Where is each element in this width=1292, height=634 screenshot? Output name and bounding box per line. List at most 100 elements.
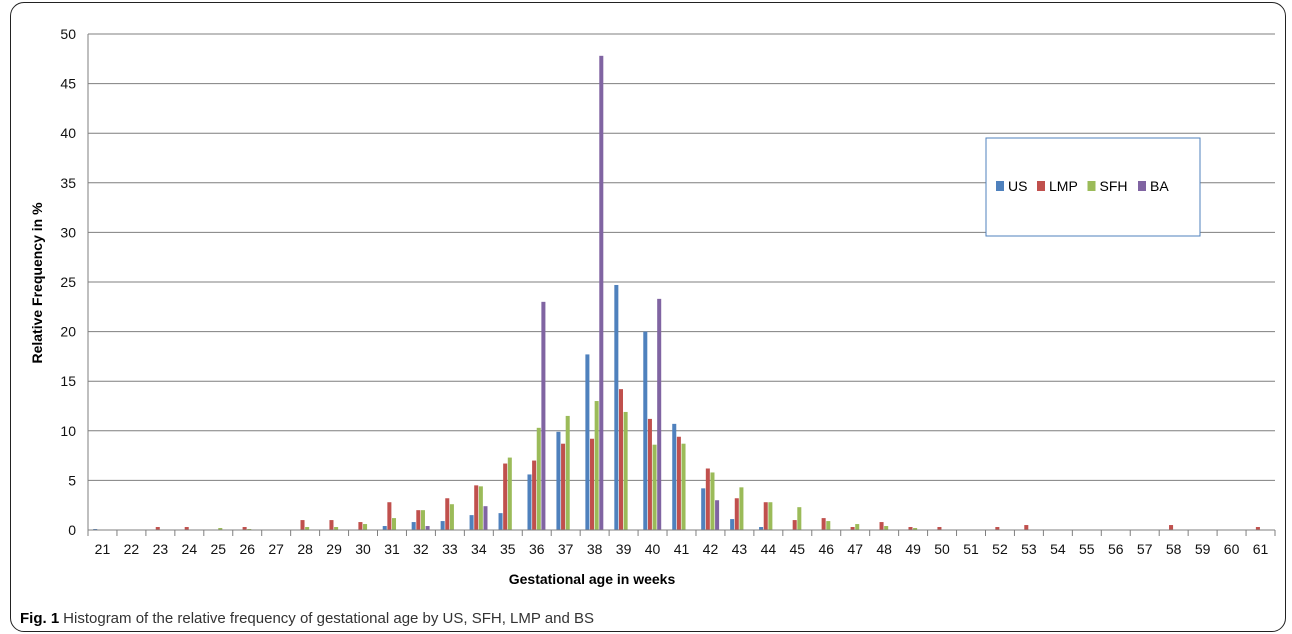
x-tick-label: 56 (1108, 541, 1124, 557)
legend-label-lmp: LMP (1049, 178, 1078, 194)
x-tick-label: 31 (384, 541, 400, 557)
legend-swatch-ba (1138, 181, 1146, 191)
bar-us-34 (469, 515, 474, 530)
bar-us-36 (527, 474, 532, 530)
x-tick-label: 37 (558, 541, 574, 557)
bar-lmp-32 (416, 510, 421, 530)
figure-caption: Fig. 1 Histogram of the relative frequenc… (20, 610, 594, 627)
bar-lmp-33 (445, 498, 450, 530)
x-tick-label: 60 (1224, 541, 1240, 557)
y-tick-label: 35 (60, 175, 76, 191)
x-tick-label: 43 (732, 541, 748, 557)
x-tick-label: 57 (1137, 541, 1153, 557)
legend-swatch-us (996, 181, 1004, 191)
axes (87, 34, 1276, 536)
bar-lmp-45 (792, 520, 797, 530)
bar-ba-42 (715, 500, 720, 530)
x-tick-label: 42 (703, 541, 719, 557)
bar-lmp-31 (387, 502, 392, 530)
legend-swatch-sfh (1087, 181, 1096, 191)
x-tick-label: 59 (1195, 541, 1211, 557)
bar-sfh-49 (913, 528, 918, 530)
x-tick-label: 30 (355, 541, 371, 557)
bar-lmp-28 (300, 520, 305, 530)
bar-sfh-46 (826, 521, 831, 530)
bar-lmp-36 (532, 460, 537, 530)
x-tick-label: 54 (1050, 541, 1066, 557)
x-tick-label: 40 (645, 541, 661, 557)
bar-sfh-32 (420, 510, 425, 530)
bar-lmp-40 (647, 418, 652, 530)
x-tick-labels: 21 22 23 24 25 26 27 28 29 30 31 32 33 34 35 36 37 38 39 40… (95, 541, 1269, 557)
bar-lmp-46 (821, 518, 826, 530)
bar-sfh-34 (478, 486, 483, 530)
bar-lmp-49 (908, 527, 913, 530)
bar-ba-40 (657, 298, 662, 530)
bar-sfh-45 (797, 507, 802, 530)
y-tick-label: 40 (60, 125, 76, 141)
bar-sfh-29 (334, 527, 339, 530)
x-tick-label: 28 (297, 541, 313, 557)
bar-lmp-38 (590, 438, 595, 530)
x-tick-label: 52 (992, 541, 1008, 557)
bar-us-33 (440, 521, 445, 530)
bar-sfh-47 (855, 524, 860, 530)
legend-label-us: US (1008, 178, 1027, 194)
bar-us-44 (759, 527, 764, 530)
bar-lmp-50 (937, 527, 942, 530)
bar-us-32 (411, 522, 416, 530)
bar-us-39 (614, 284, 619, 530)
bar-ba-38 (599, 55, 604, 530)
bar-sfh-41 (681, 443, 686, 530)
x-tick-label: 29 (326, 541, 342, 557)
legend-label-sfh: SFH (1100, 178, 1128, 194)
x-axis-title: Gestational age in weeks (509, 571, 676, 587)
bar-us-40 (643, 331, 648, 530)
x-tick-label: 46 (818, 541, 834, 557)
bar-sfh-40 (652, 444, 657, 530)
bar-lmp-23 (155, 527, 160, 530)
caption-label: Fig. 1 (20, 610, 60, 627)
bar-ba-36 (541, 301, 546, 530)
bar-sfh-38 (594, 401, 599, 530)
bar-lmp-26 (242, 527, 247, 530)
bar-lmp-53 (1024, 525, 1029, 530)
bar-sfh-28 (305, 527, 310, 530)
x-tick-label: 38 (587, 541, 603, 557)
x-tick-label: 22 (124, 541, 140, 557)
bar-sfh-33 (449, 504, 454, 530)
caption-text: Histogram of the relative frequency of g… (63, 610, 595, 627)
x-tick-label: 21 (95, 541, 111, 557)
bar-lmp-58 (1169, 525, 1174, 530)
bar-sfh-43 (739, 487, 744, 530)
x-tick-label: 53 (1021, 541, 1037, 557)
bar-us-31 (382, 526, 387, 530)
y-tick-label: 5 (68, 472, 76, 488)
bar-lmp-61 (1255, 527, 1260, 530)
y-tick-label: 45 (60, 76, 76, 92)
x-tick-label: 49 (905, 541, 921, 557)
bar-sfh-42 (710, 472, 715, 530)
bar-sfh-35 (507, 457, 512, 530)
bar-lmp-47 (850, 527, 855, 530)
grid-lines (88, 33, 1275, 481)
x-tick-label: 55 (1079, 541, 1095, 557)
bar-lmp-42 (705, 468, 710, 530)
figure-frame (10, 2, 1286, 632)
x-tick-label: 35 (500, 541, 516, 557)
y-tick-label: 10 (60, 423, 76, 439)
x-tick-label: 32 (413, 541, 429, 557)
legend-label-ba: BA (1150, 178, 1169, 194)
y-tick-label: 25 (60, 274, 76, 290)
x-tick-label: 61 (1253, 541, 1269, 557)
bar-us-41 (672, 423, 677, 530)
x-tick-label: 36 (529, 541, 545, 557)
x-tick-label: 25 (210, 541, 226, 557)
x-tick-label: 24 (182, 541, 198, 557)
x-tick-label: 45 (790, 541, 806, 557)
bar-lmp-34 (474, 485, 479, 530)
y-tick-label: 50 (60, 26, 76, 42)
x-tick-label: 48 (876, 541, 892, 557)
x-tick-label: 39 (616, 541, 632, 557)
bar-sfh-31 (391, 518, 397, 530)
